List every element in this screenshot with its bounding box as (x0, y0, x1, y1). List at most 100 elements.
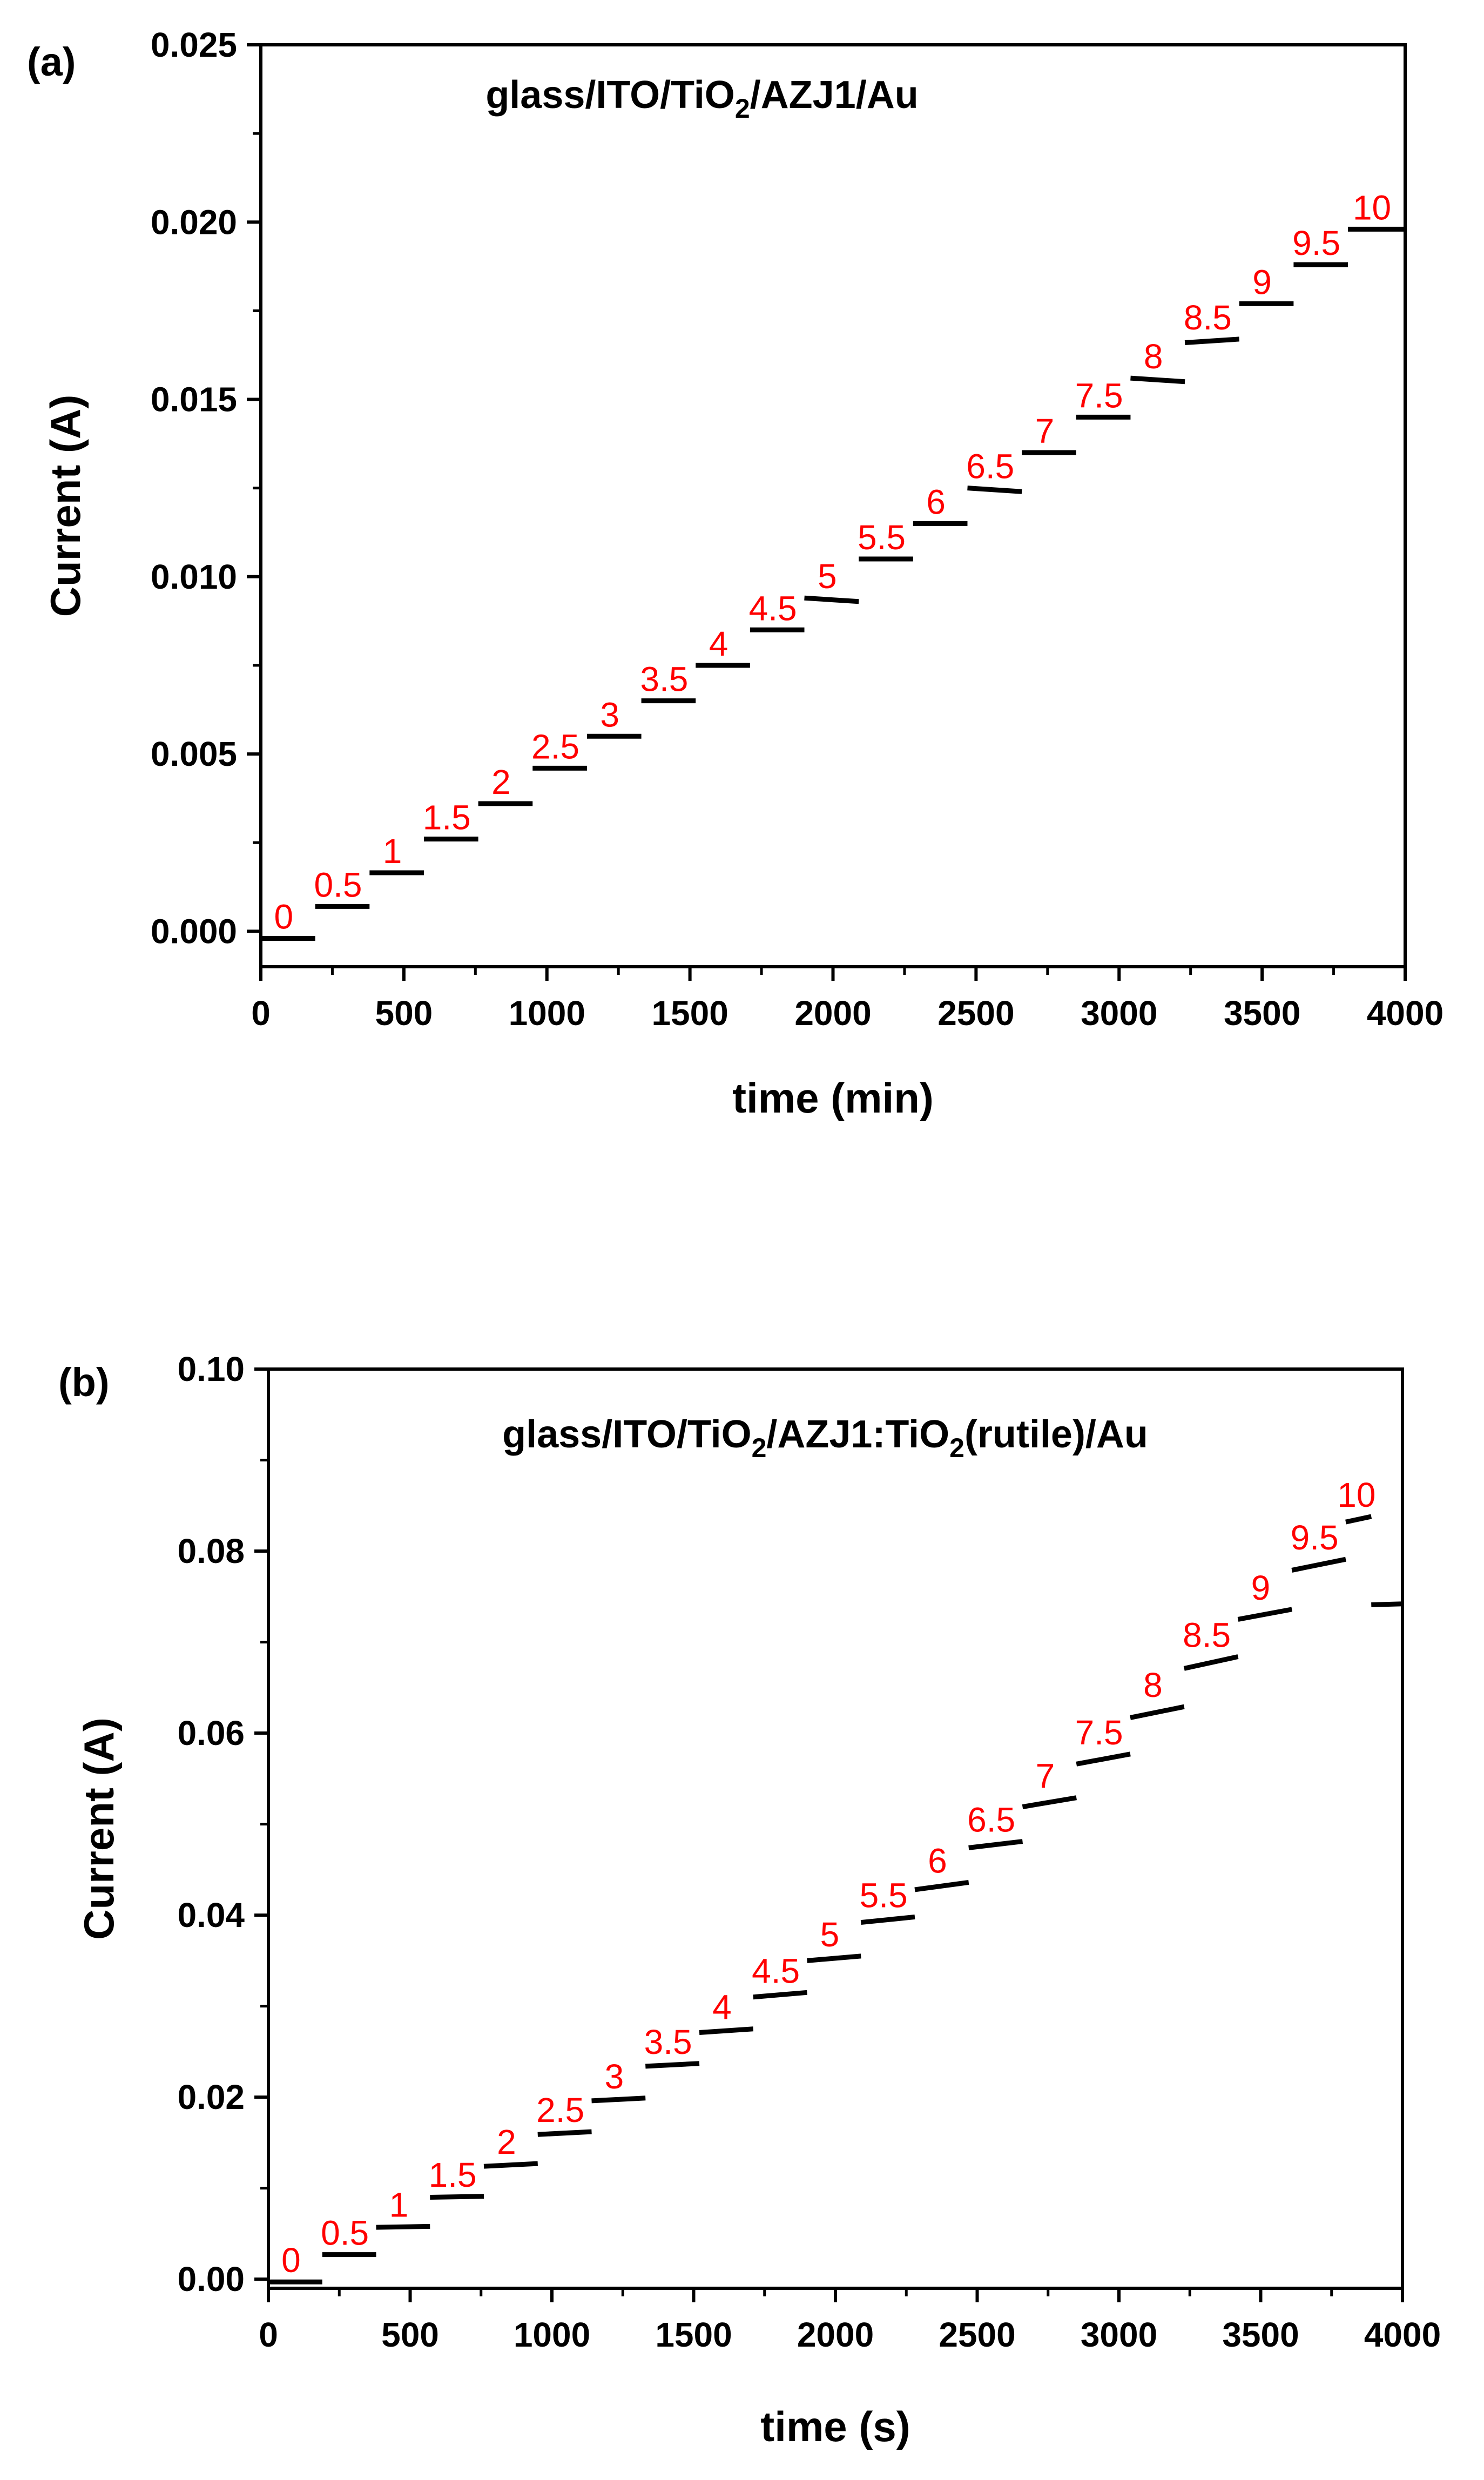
panel-label: (b) (58, 1360, 110, 1405)
data-segment (376, 2223, 430, 2230)
x-tick-label: 1000 (514, 2315, 590, 2354)
x-tick-label: 3500 (1222, 2315, 1299, 2354)
x-tick-label: 3500 (1224, 994, 1300, 1033)
data-segment (1345, 1514, 1372, 1525)
y-tick-label: 0.005 (151, 734, 237, 773)
step-label: 1.5 (429, 2155, 477, 2194)
step-label: 7 (1035, 412, 1055, 450)
step-label: 5.5 (858, 518, 906, 557)
step-label: 3 (605, 2057, 624, 2096)
data-segment (537, 2129, 592, 2137)
data-segment (967, 486, 1022, 494)
y-tick-label: 0.015 (151, 380, 237, 419)
x-tick-label: 2500 (937, 994, 1014, 1033)
step-label: 6.5 (966, 447, 1014, 486)
data-segment (1183, 1654, 1239, 1671)
data-segment (430, 2194, 484, 2200)
step-label: 8.5 (1184, 298, 1232, 337)
data-segment (1237, 1607, 1293, 1622)
x-tick-label: 3000 (1081, 2315, 1157, 2354)
y-tick-label: 0.08 (177, 1532, 245, 1571)
step-label: 5 (818, 557, 837, 596)
data-segment (699, 2026, 754, 2035)
data-segment (645, 2061, 700, 2069)
step-label: 8 (1143, 1666, 1163, 1704)
x-tick-label: 1000 (509, 994, 585, 1033)
step-label: 9.5 (1292, 224, 1340, 262)
title-subscript: 2 (752, 1433, 767, 1463)
panel-label: (a) (27, 39, 76, 84)
step-label: 9 (1252, 262, 1272, 301)
data-segment (914, 1879, 969, 1892)
step-label: 2 (491, 763, 511, 801)
chart-title: glass/ITO/TiO2/AZJ1:TiO2(rutile)/Au (502, 1413, 1148, 1463)
step-label: 8.5 (1183, 1616, 1231, 1655)
y-axis-label: Current (A) (42, 395, 89, 617)
title-text: /AZJ1:TiO (766, 1413, 949, 1456)
step-label: 5 (820, 1915, 840, 1954)
step-label: 2.5 (531, 727, 579, 766)
x-tick-label: 4000 (1367, 994, 1443, 1033)
title-subscript: 2 (949, 1433, 964, 1463)
data-segment (753, 1990, 807, 2000)
x-tick-label: 500 (375, 994, 433, 1033)
title-text: /AZJ1/Au (750, 73, 919, 117)
step-label: 0.5 (314, 865, 362, 904)
x-axis-label: time (min) (732, 1074, 934, 1122)
data-segment (483, 2161, 538, 2169)
data-segment (804, 595, 859, 604)
data-segment (1291, 1556, 1346, 1573)
step-label: 6.5 (967, 1801, 1015, 1839)
y-tick-label: 0.025 (151, 25, 237, 64)
data-segment (807, 1953, 861, 1963)
title-text: glass/ITO/TiO (485, 73, 735, 117)
y-tick-label: 0.00 (177, 2260, 245, 2299)
data-segment (1130, 375, 1185, 385)
data-segment (1022, 1795, 1077, 1809)
step-label: 10 (1337, 1475, 1375, 1514)
x-tick-label: 2000 (797, 2315, 874, 2354)
step-label: 6 (928, 1841, 947, 1880)
x-tick-label: 4000 (1364, 2315, 1441, 2354)
step-label: 4 (712, 1988, 732, 2027)
step-label: 4 (709, 624, 728, 663)
step-label: 0.5 (321, 2214, 369, 2253)
step-label: 3 (600, 695, 619, 734)
step-label: 5.5 (860, 1876, 908, 1915)
step-label: 3.5 (640, 660, 688, 699)
step-label: 4.5 (752, 1951, 800, 1990)
title-text: glass/ITO/TiO (502, 1413, 752, 1456)
step-label: 9 (1251, 1568, 1271, 1607)
step-label: 0 (281, 2241, 301, 2280)
step-label: 1 (383, 832, 402, 871)
plot-frame (267, 1367, 1404, 2290)
step-label: 2 (497, 2122, 516, 2161)
step-label: 10 (1353, 188, 1391, 227)
step-label: 9.5 (1291, 1518, 1339, 1557)
x-tick-label: 500 (381, 2315, 439, 2354)
y-tick-label: 0.04 (177, 1896, 245, 1935)
step-label: 2.5 (536, 2091, 584, 2129)
data-segment (1371, 1601, 1403, 1607)
x-tick-label: 2500 (939, 2315, 1015, 2354)
y-tick-label: 0.010 (151, 557, 237, 596)
step-label: 7.5 (1075, 376, 1123, 415)
chart-panel-a: 0 500 1000 1500 2000 2500 3000 3500 4000 0.000 0.0… (27, 25, 1443, 1122)
data-segment (1184, 336, 1240, 345)
chart-title: glass/ITO/TiO2/AZJ1/Au (485, 73, 918, 124)
data-segment (591, 2095, 646, 2104)
y-tick-label: 0.06 (177, 1714, 245, 1753)
data-segment (860, 1914, 915, 1925)
y-tick-label: 0.000 (151, 912, 237, 951)
x-tick-label: 1500 (655, 2315, 732, 2354)
y-tick-label: 0.020 (151, 203, 237, 241)
data-segment (1130, 1704, 1185, 1720)
x-tick-label: 0 (251, 994, 271, 1033)
step-label: 6 (926, 482, 946, 521)
step-label: 3.5 (644, 2023, 692, 2061)
data-segment (968, 1839, 1023, 1850)
x-axis-label: time (s) (760, 2403, 910, 2450)
step-label: 1.5 (423, 798, 471, 837)
y-tick-label: 0.02 (177, 2078, 245, 2117)
